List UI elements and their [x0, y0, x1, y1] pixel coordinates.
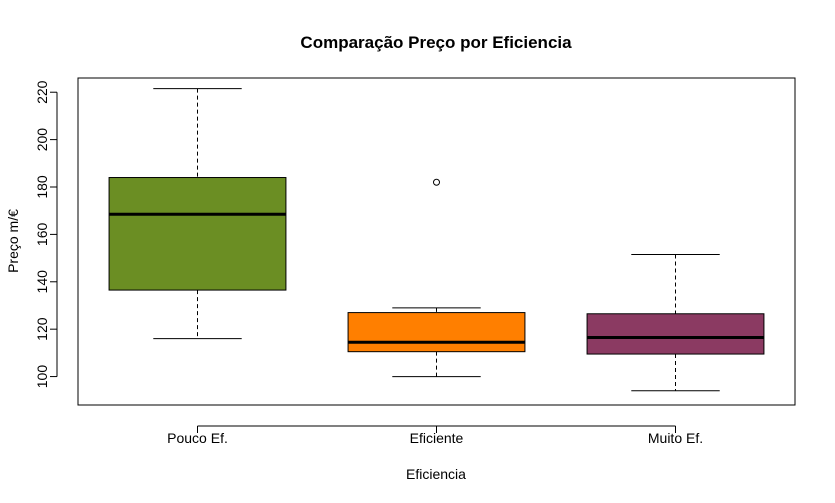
y-tick-label: 120: [34, 317, 50, 341]
boxes-group: [108, 88, 765, 392]
x-tick-label: Pouco Ef.: [167, 430, 228, 446]
box-body: [586, 313, 765, 355]
y-axis: 100 120 140 160 180 200 220: [34, 80, 58, 389]
chart-title: Comparação Preço por Eficiencia: [300, 33, 572, 52]
y-tick-label: 200: [34, 128, 50, 152]
y-tick-label: 140: [34, 270, 50, 294]
y-tick-label: 180: [34, 175, 50, 199]
y-tick-label: 160: [34, 222, 50, 246]
y-tick-label: 220: [34, 80, 50, 104]
box-1: [347, 178, 526, 378]
box-2: [586, 254, 765, 392]
outlier-point: [433, 178, 440, 186]
box-body: [108, 177, 287, 291]
box-0: [108, 88, 287, 340]
y-axis-label: Preço m/€: [5, 209, 21, 273]
box-body: [347, 312, 526, 353]
x-axis-label: Eficiencia: [406, 466, 466, 482]
x-axis: Pouco Ef. Eficiente Muito Ef.: [167, 425, 703, 446]
x-tick-label: Eficiente: [410, 430, 464, 446]
plot-frame: [77, 77, 796, 406]
x-tick-label: Muito Ef.: [648, 430, 703, 446]
y-tick-label: 100: [34, 365, 50, 389]
